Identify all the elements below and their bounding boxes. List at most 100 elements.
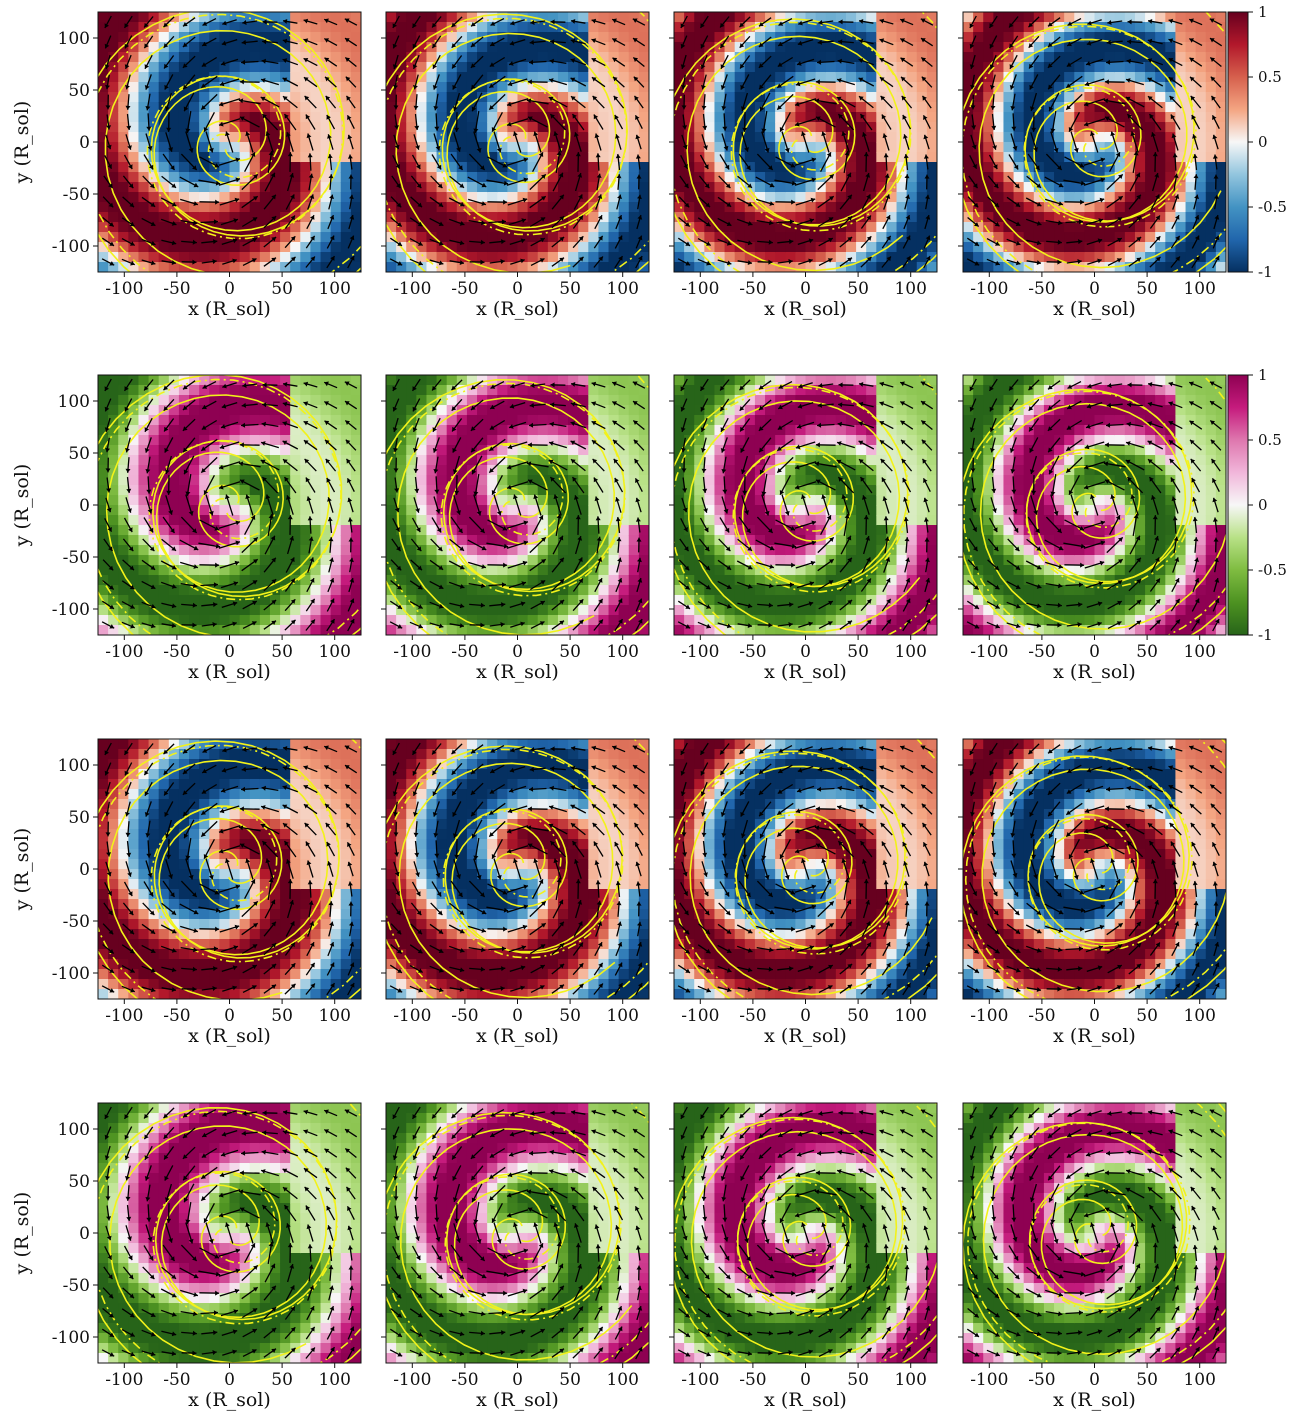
velocity-arrow-head <box>148 164 154 170</box>
heatmap-cell <box>199 625 210 635</box>
heatmap-cell <box>446 82 458 93</box>
heatmap-cell <box>249 132 261 143</box>
velocity-arrow-head <box>310 256 315 262</box>
heatmap-cell <box>426 42 438 53</box>
heatmap-cell <box>300 232 312 243</box>
heatmap-cell <box>330 525 342 536</box>
heatmap-cell <box>310 172 322 183</box>
heatmap-cell <box>209 62 220 73</box>
heatmap-cell <box>1205 132 1217 143</box>
velocity-arrow-head <box>201 468 206 473</box>
heatmap-cell <box>436 172 448 183</box>
heatmap-cell <box>906 22 918 33</box>
heatmap-cell <box>330 52 342 63</box>
heatmap-cell <box>815 32 827 43</box>
heatmap-cell <box>290 465 301 476</box>
heatmap-cell <box>98 375 109 386</box>
velocity-arrow-head <box>1136 237 1142 242</box>
heatmap-cell <box>497 212 508 223</box>
heatmap-cell <box>724 52 736 63</box>
heatmap-cell <box>1023 152 1035 163</box>
heatmap-cell <box>973 232 984 243</box>
heatmap-cell <box>189 172 200 183</box>
velocity-arrow-head <box>838 114 843 119</box>
heatmap-cell <box>118 222 129 233</box>
heatmap-cell <box>168 395 180 406</box>
heatmap-cell <box>310 515 322 526</box>
heatmap-cell <box>310 475 322 486</box>
velocity-arrow-head <box>500 259 505 264</box>
heatmap-cell <box>628 62 640 73</box>
velocity-arrow-head <box>1015 240 1021 246</box>
velocity-arrow-head <box>1148 19 1153 24</box>
heatmap-cell <box>1064 42 1075 53</box>
heatmap-cell <box>578 42 589 53</box>
heatmap-cell <box>350 172 361 183</box>
heatmap-cell <box>1104 162 1116 173</box>
heatmap-cell <box>926 182 937 193</box>
velocity-arrow-head <box>1210 38 1215 43</box>
heatmap-cell <box>98 505 109 516</box>
heatmap-cell <box>963 262 974 272</box>
velocity-arrow-head <box>303 77 309 82</box>
velocity-arrow-head <box>192 259 197 265</box>
heatmap-cell <box>436 102 448 113</box>
velocity-arrow-head <box>969 23 974 28</box>
heatmap-cell <box>128 212 140 223</box>
heatmap-cell <box>1124 72 1136 83</box>
heatmap-cell <box>128 182 140 193</box>
velocity-arrow-head <box>1127 19 1132 25</box>
velocity-arrow-head <box>150 603 156 609</box>
heatmap-cell <box>456 122 468 133</box>
heatmap-cell <box>694 12 705 23</box>
velocity-arrow-head <box>759 22 764 27</box>
heatmap-cell <box>1054 42 1065 53</box>
velocity-arrow-head <box>438 221 444 226</box>
heatmap-cell <box>916 82 928 93</box>
heatmap-cell <box>168 385 180 396</box>
heatmap-cell <box>775 192 786 203</box>
heatmap-cell <box>300 212 312 223</box>
velocity-arrow-head <box>415 145 420 150</box>
heatmap-cell <box>1054 112 1065 123</box>
velocity-arrow-head <box>502 163 507 168</box>
velocity-arrow-head <box>185 491 191 496</box>
heatmap-cell <box>1013 142 1025 153</box>
heatmap-cell <box>1175 22 1187 33</box>
heatmap-cell <box>754 142 766 153</box>
heatmap-cell <box>340 395 352 406</box>
velocity-arrow-head <box>971 125 977 130</box>
heatmap-cell <box>1104 92 1116 103</box>
heatmap-cell <box>300 425 312 436</box>
velocity-arrow-head <box>1058 220 1063 226</box>
heatmap-cell <box>1134 42 1146 53</box>
heatmap-cell <box>845 22 857 33</box>
velocity-arrow-head <box>271 194 276 200</box>
heatmap-cell <box>118 595 129 606</box>
heatmap-cell <box>886 122 898 133</box>
heatmap-cell <box>300 595 312 606</box>
velocity-arrow-head <box>215 543 221 549</box>
heatmap-cell <box>350 82 361 93</box>
velocity-arrow-head <box>618 256 623 261</box>
heatmap-cell <box>765 102 776 113</box>
heatmap-cell <box>557 152 569 163</box>
heatmap-cell <box>886 192 898 203</box>
heatmap-cell <box>835 152 847 163</box>
velocity-arrow-head <box>633 57 638 62</box>
heatmap-cell <box>1043 252 1055 263</box>
velocity-arrow-head <box>150 202 156 207</box>
heatmap-cell <box>310 605 322 616</box>
heatmap-cell <box>1084 62 1096 73</box>
heatmap-cell <box>477 222 488 233</box>
heatmap-cell <box>1175 142 1187 153</box>
heatmap-cell <box>507 12 519 23</box>
heatmap-cell <box>724 152 736 163</box>
heatmap-cell <box>896 112 908 123</box>
heatmap-cell <box>845 142 857 153</box>
heatmap-cell <box>845 202 857 213</box>
velocity-arrow-head <box>1036 240 1042 246</box>
velocity-arrow-head <box>596 173 602 178</box>
velocity-arrow-head <box>393 84 398 90</box>
heatmap-cell <box>396 182 407 193</box>
